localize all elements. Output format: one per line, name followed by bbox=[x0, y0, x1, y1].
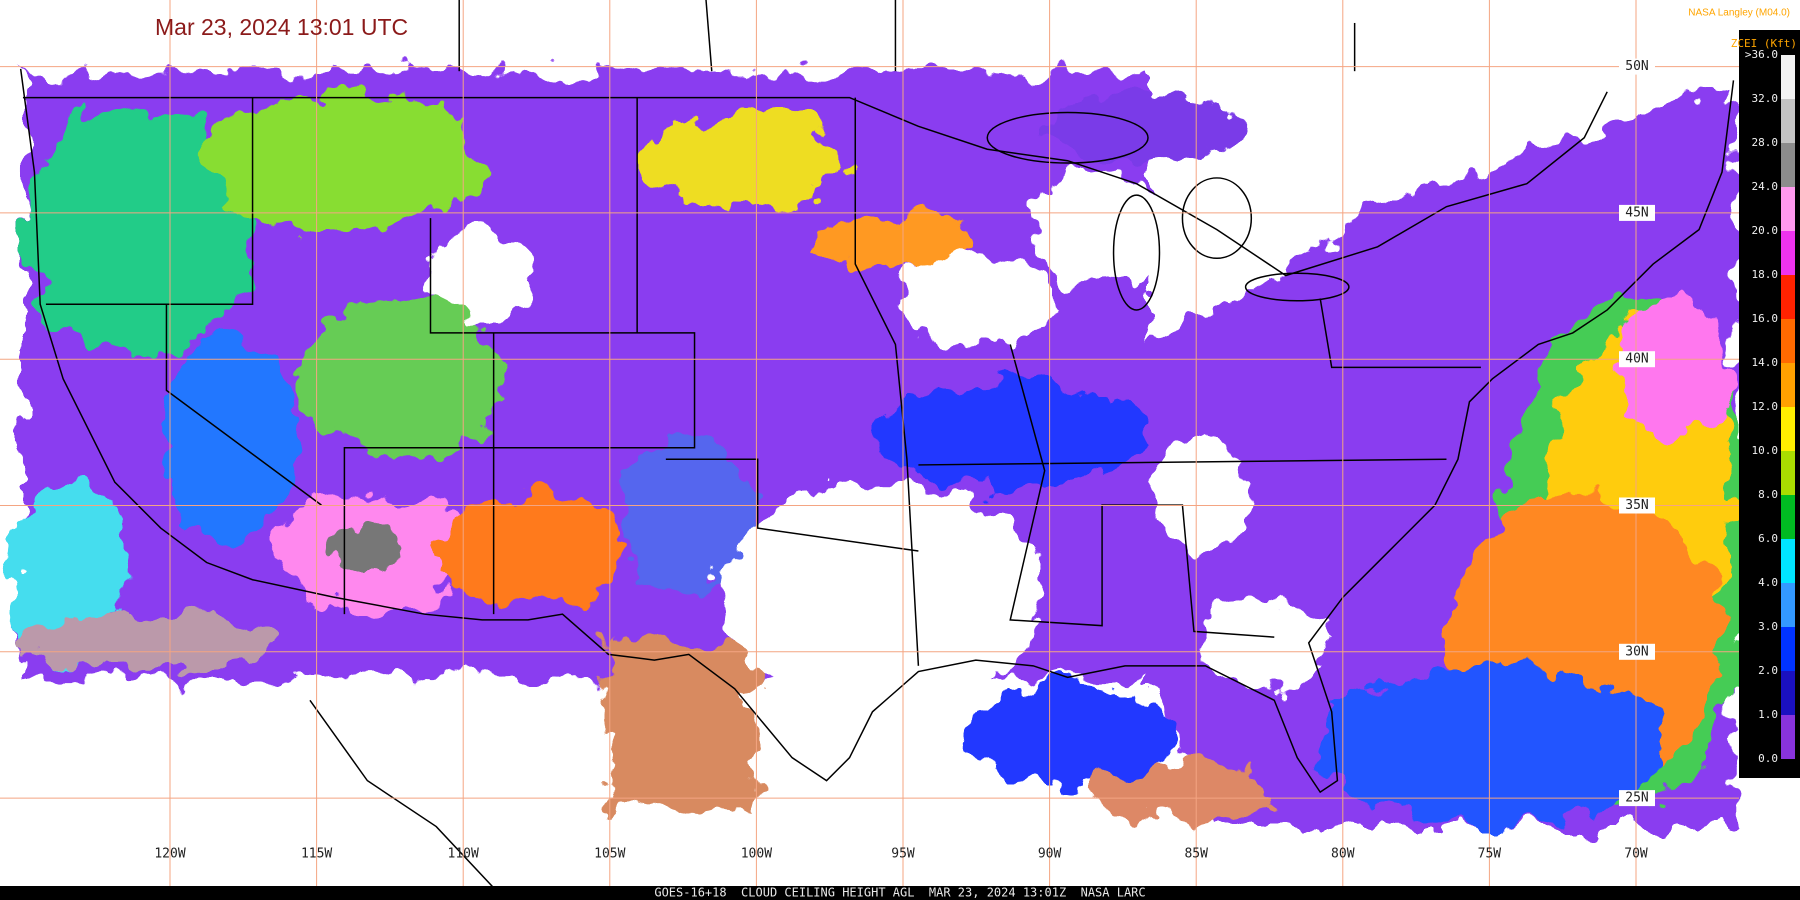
colorbar-swatch bbox=[1781, 715, 1795, 759]
colorbar-label: 10.0 bbox=[1752, 444, 1779, 457]
colorbar-swatch bbox=[1781, 319, 1795, 363]
colorbar-label: 6.0 bbox=[1758, 532, 1778, 545]
latitude-label: 30N bbox=[1625, 644, 1648, 659]
colorbar-label: 16.0 bbox=[1752, 312, 1779, 325]
cloud-field bbox=[11, 71, 1757, 827]
colorbar-title: ZCEI (Kft) bbox=[1731, 37, 1797, 50]
colorbar-swatch bbox=[1781, 451, 1795, 495]
longitude-label: 75W bbox=[1478, 847, 1502, 862]
colorbar-swatch bbox=[1781, 187, 1795, 231]
footer: GOES-16+18 CLOUD CEILING HEIGHT AGL MAR … bbox=[654, 886, 1145, 900]
colorbar-swatch bbox=[1781, 275, 1795, 319]
colorbar: >36.0 32.0 28.0 24.0 20.0 18.0 16.0 14.0 12.0 10.… bbox=[1745, 48, 1795, 765]
graticule: 120W 115W 110W 105W 100W 95W 90W 85W 80W 75W 70W 50… bbox=[0, 0, 1739, 886]
map-title: Mar 23, 2024 13:01 UTC bbox=[155, 14, 408, 40]
colorbar-swatch bbox=[1781, 231, 1795, 275]
colorbar-label: 14.0 bbox=[1752, 356, 1779, 369]
longitude-label: 100W bbox=[741, 847, 772, 862]
colorbar-swatch bbox=[1781, 143, 1795, 187]
latitude-label: 35N bbox=[1625, 498, 1648, 513]
colorbar-label: 0.0 bbox=[1758, 752, 1778, 765]
longitude-label: 120W bbox=[154, 847, 185, 862]
colorbar-label: 32.0 bbox=[1752, 92, 1779, 105]
latitude-label-bg bbox=[1619, 790, 1655, 807]
longitude-label: 70W bbox=[1624, 847, 1648, 862]
latitude-label-bg bbox=[1619, 351, 1655, 368]
colorbar-label: 18.0 bbox=[1752, 268, 1779, 281]
latitude-label-bg bbox=[1619, 204, 1655, 221]
credit: NASA Langley (M04.0) bbox=[1688, 8, 1790, 19]
colorbar-label: 1.0 bbox=[1758, 708, 1778, 721]
longitude-label: 85W bbox=[1184, 847, 1208, 862]
colorbar-label: 2.0 bbox=[1758, 664, 1778, 677]
boundaries bbox=[19, 0, 1735, 900]
latitude-label-bg bbox=[1619, 58, 1655, 75]
latitude-label: 25N bbox=[1625, 791, 1648, 806]
colorbar-swatch bbox=[1781, 363, 1795, 407]
longitude-label: 115W bbox=[301, 847, 332, 862]
longitude-label: 80W bbox=[1331, 847, 1355, 862]
longitude-label: 110W bbox=[448, 847, 479, 862]
longitude-label: 90W bbox=[1038, 847, 1062, 862]
colorbar-label: 24.0 bbox=[1752, 180, 1779, 193]
colorbar-label: 3.0 bbox=[1758, 620, 1778, 633]
colorbar-swatch bbox=[1781, 671, 1795, 715]
colorbar-swatch bbox=[1781, 495, 1795, 539]
footer-bar bbox=[0, 886, 1800, 900]
colorbar-swatch bbox=[1781, 55, 1795, 99]
colorbar-label: >36.0 bbox=[1745, 48, 1778, 61]
latitude-label: 45N bbox=[1625, 205, 1648, 220]
latitude-label: 50N bbox=[1625, 59, 1648, 74]
latitude-label: 40N bbox=[1625, 352, 1648, 367]
colorbar-label: 12.0 bbox=[1752, 400, 1779, 413]
colorbar-swatch bbox=[1781, 539, 1795, 583]
colorbar-label: 28.0 bbox=[1752, 136, 1779, 149]
colorbar-label: 4.0 bbox=[1758, 576, 1778, 589]
latitude-label-bg bbox=[1619, 497, 1655, 514]
colorbar-label: 8.0 bbox=[1758, 488, 1778, 501]
longitude-label: 105W bbox=[594, 847, 625, 862]
latitude-label-bg bbox=[1619, 643, 1655, 660]
colorbar-swatch bbox=[1781, 583, 1795, 627]
colorbar-swatch bbox=[1781, 627, 1795, 671]
colorbar-label: 20.0 bbox=[1752, 224, 1779, 237]
colorbar-swatch bbox=[1781, 407, 1795, 451]
colorbar-swatch bbox=[1781, 99, 1795, 143]
longitude-label: 95W bbox=[891, 847, 915, 862]
